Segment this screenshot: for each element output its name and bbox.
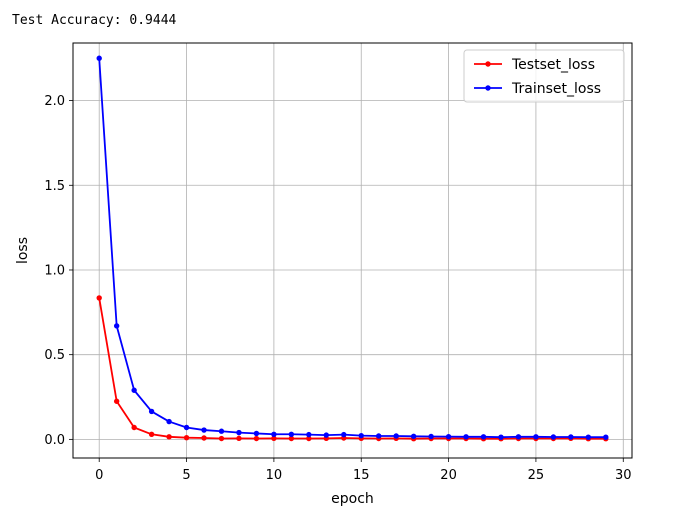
test-accuracy-output: Test Accuracy: 0.9444 — [12, 13, 177, 28]
data-point — [498, 434, 504, 440]
x-tick-label: 20 — [440, 468, 457, 483]
data-point — [288, 431, 295, 437]
data-point — [515, 434, 522, 440]
data-point — [306, 435, 312, 442]
data-point — [306, 431, 312, 438]
ticks: 0 5 10 15 20 25 30 0.0 0.5 1.0 1.5 2.0 — [44, 94, 631, 483]
x-tick-label: 15 — [353, 468, 370, 483]
data-point — [323, 432, 329, 438]
data-point — [96, 55, 102, 61]
series-trainset-loss — [96, 55, 609, 440]
data-point — [113, 398, 120, 404]
data-point — [131, 424, 137, 431]
data-point — [410, 433, 417, 440]
data-point — [568, 434, 574, 440]
data-point — [236, 435, 242, 442]
data-point — [585, 434, 592, 440]
data-point — [96, 295, 102, 301]
y-tick-label: 1.5 — [44, 179, 65, 194]
data-point — [393, 433, 399, 439]
data-point — [463, 434, 469, 440]
data-point — [218, 435, 225, 442]
legend: Testset_loss Trainset_loss — [463, 49, 625, 103]
y-tick-label: 2.0 — [44, 94, 65, 109]
x-axis-label: epoch — [331, 491, 374, 507]
data-point — [183, 424, 190, 431]
data-point — [236, 429, 242, 436]
data-point — [148, 408, 155, 415]
data-point — [358, 432, 364, 439]
data-point — [201, 427, 207, 433]
series-layer — [96, 55, 609, 442]
data-point — [148, 431, 155, 437]
legend-swatch-marker — [485, 85, 491, 91]
data-point — [271, 431, 277, 437]
data-point — [166, 418, 172, 425]
legend-swatch-marker — [485, 61, 491, 67]
legend-label: Trainset_loss — [511, 81, 601, 97]
series-testset-loss — [96, 295, 609, 442]
y-axis-label: loss — [15, 237, 31, 264]
x-tick-label: 5 — [182, 468, 190, 483]
data-point — [445, 433, 452, 440]
data-point — [480, 434, 487, 440]
data-point — [201, 435, 207, 441]
data-point — [218, 428, 225, 434]
legend-box — [463, 49, 625, 103]
data-point — [113, 323, 120, 329]
data-point — [131, 387, 137, 393]
plot-frame — [72, 42, 633, 459]
y-tick-label: 0.5 — [44, 348, 65, 363]
data-point — [533, 434, 539, 440]
series-line — [98, 58, 606, 439]
series-line — [98, 297, 606, 440]
grid — [73, 43, 632, 458]
legend-item: Testset_loss — [474, 57, 595, 73]
data-point — [603, 434, 609, 440]
legend-label: Testset_loss — [511, 57, 595, 73]
data-point — [428, 433, 434, 440]
data-point — [253, 430, 260, 437]
data-point — [253, 435, 260, 442]
legend-item: Trainset_loss — [474, 81, 601, 97]
y-tick-label: 1.0 — [44, 263, 65, 278]
data-point — [271, 435, 277, 442]
data-point — [341, 431, 347, 438]
y-tick-label: 0.0 — [44, 433, 65, 448]
x-tick-label: 0 — [95, 468, 103, 483]
data-point — [288, 435, 295, 442]
x-tick-label: 10 — [266, 468, 283, 483]
data-point — [376, 433, 382, 439]
x-tick-label: 25 — [528, 468, 545, 483]
data-point — [166, 434, 172, 440]
data-point — [550, 434, 557, 440]
x-tick-label: 30 — [615, 468, 632, 483]
data-point — [183, 434, 190, 441]
